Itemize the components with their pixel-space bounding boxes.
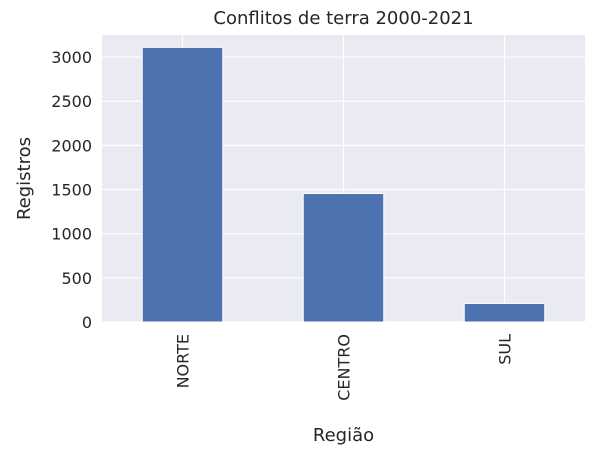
y-tick-label: 2000 <box>51 136 92 155</box>
y-tick-label: 1500 <box>51 181 92 200</box>
y-axis-ticks: 0 500 1000 1500 2000 2500 3000 <box>51 48 92 332</box>
x-tick-label-norte: NORTE <box>174 334 193 388</box>
x-axis-ticks: NORTE CENTRO SUL <box>174 334 515 401</box>
y-tick-label: 3000 <box>51 48 92 67</box>
bar-centro <box>302 193 385 323</box>
bar-norte <box>141 46 224 323</box>
x-tick-label-centro: CENTRO <box>335 334 354 401</box>
bars <box>141 46 546 323</box>
x-axis-label: Região <box>313 425 374 446</box>
y-tick-label: 0 <box>82 313 92 332</box>
y-tick-label: 2500 <box>51 92 92 111</box>
y-tick-label: 1000 <box>51 225 92 244</box>
y-tick-label: 500 <box>61 269 92 288</box>
chart-title: Conflitos de terra 2000-2021 <box>213 8 473 29</box>
bar-sul <box>463 302 546 323</box>
x-tick-label-sul: SUL <box>496 334 515 365</box>
y-axis-label: Registros <box>14 137 35 220</box>
